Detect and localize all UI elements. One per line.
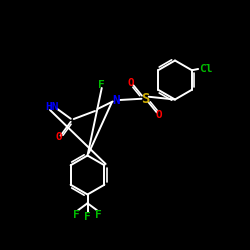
Text: O: O	[128, 78, 134, 88]
Text: O: O	[56, 132, 62, 142]
Text: F: F	[95, 210, 102, 220]
Text: F: F	[84, 212, 91, 222]
Text: O: O	[156, 110, 162, 120]
Text: Cl: Cl	[200, 64, 213, 74]
Text: F: F	[74, 210, 80, 220]
Text: N: N	[112, 94, 120, 106]
Text: F: F	[98, 80, 104, 90]
Text: HN: HN	[46, 102, 59, 113]
Text: S: S	[141, 92, 149, 106]
